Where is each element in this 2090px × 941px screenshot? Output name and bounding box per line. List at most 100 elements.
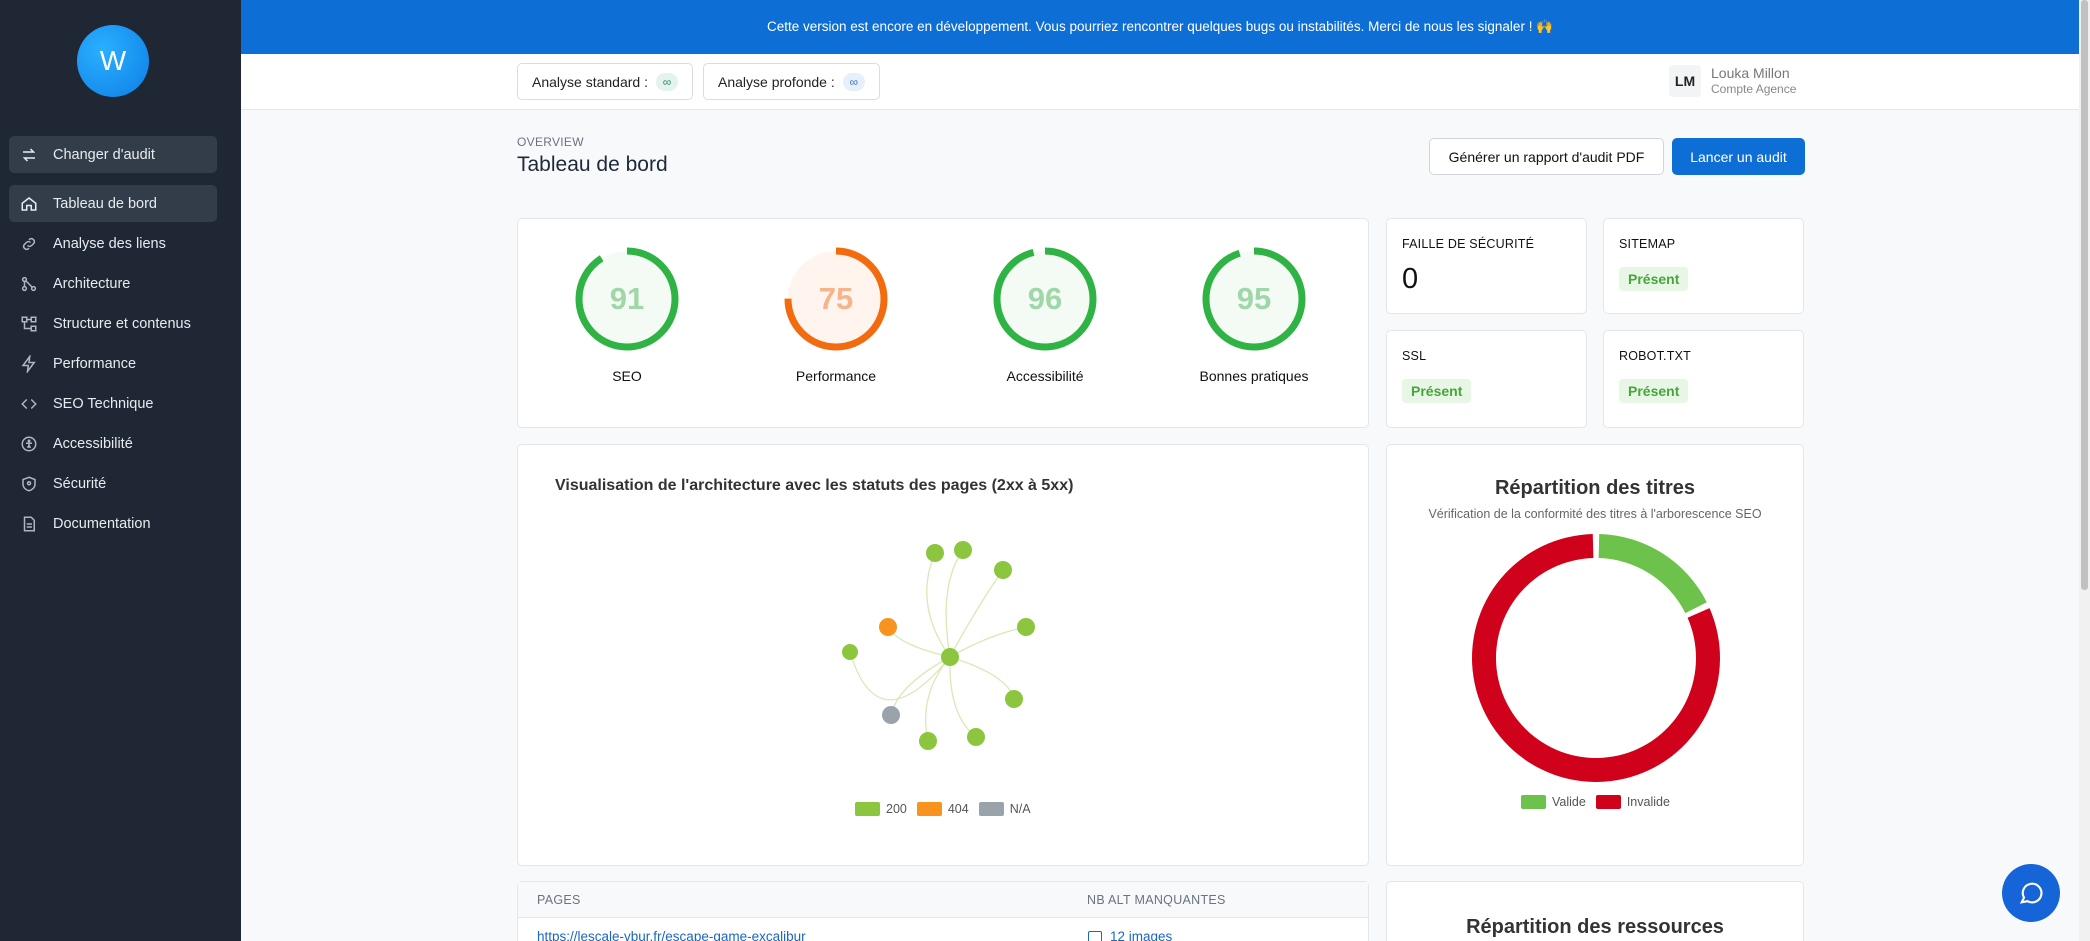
- sidebar-item-security[interactable]: Sécurité: [9, 465, 217, 502]
- titles-chart-subtitle: Vérification de la conformité des titres…: [1428, 507, 1762, 521]
- page-overline: OVERVIEW: [517, 135, 584, 149]
- robot-card: ROBOT.TXT Présent: [1603, 330, 1804, 428]
- resources-title: Répartition des ressources: [1466, 916, 1724, 938]
- sidebar-item-performance[interactable]: Performance: [9, 345, 217, 382]
- legend-swatch: [1521, 795, 1546, 809]
- graph-node[interactable]: [1005, 690, 1023, 708]
- missing-alt-table: PAGES NB ALT MANQUANTES https://lescale-…: [517, 881, 1369, 941]
- sidebar-item-dashboard[interactable]: Tableau de bord: [9, 185, 217, 222]
- page-url-link[interactable]: https://lescale-vbur.fr/escape-game-exca…: [537, 929, 806, 941]
- status-badge: Présent: [1402, 379, 1472, 403]
- scores-card: 91 SEO 75 Performance 96 Accessibilité 9…: [517, 218, 1369, 428]
- generate-pdf-button[interactable]: Générer un rapport d'audit PDF: [1429, 138, 1664, 175]
- user-menu[interactable]: LM Louka Millon Compte Agence: [1669, 65, 1796, 97]
- robot-label: ROBOT.TXT: [1619, 349, 1691, 363]
- score-label: Performance: [795, 368, 877, 384]
- score-ring-best-practices: 95: [1202, 247, 1306, 351]
- deep-analysis-quota[interactable]: Analyse profonde : ∞: [703, 63, 880, 100]
- score-seo: 91 SEO: [572, 244, 682, 384]
- graph-node-root[interactable]: [941, 648, 959, 666]
- launch-audit-button[interactable]: Lancer un audit: [1672, 138, 1805, 175]
- score-ring-background: [1206, 251, 1302, 347]
- legend-label: Invalide: [1626, 795, 1670, 809]
- missing-alt-value: 12 images: [1110, 929, 1173, 941]
- sidebar-item-label: Tableau de bord: [53, 195, 157, 212]
- user-role: Compte Agence: [1711, 82, 1797, 96]
- donut-slice-valide[interactable]: [1598, 534, 1707, 614]
- legend-item-200: 200: [855, 802, 907, 816]
- banner-text: Cette version est encore en développemen…: [767, 19, 1553, 34]
- ssl-label: SSL: [1402, 349, 1427, 363]
- avatar: LM: [1669, 65, 1701, 97]
- architecture-legend: 200 404 N/A: [855, 802, 1041, 816]
- sidebar-item-label: Sécurité: [53, 475, 107, 492]
- score-ring-background: [788, 251, 884, 347]
- architecture-icon: [21, 275, 43, 293]
- sidebar-item-label: SEO Technique: [53, 395, 154, 412]
- sitemap-label: SITEMAP: [1619, 237, 1676, 251]
- score-best-practices: 95 Bonnes pratiques: [1199, 244, 1309, 384]
- graph-node-404[interactable]: [879, 618, 897, 636]
- chat-icon: [2019, 882, 2043, 904]
- deep-analysis-label: Analyse profonde :: [718, 73, 835, 90]
- score-value: 95: [1237, 281, 1271, 316]
- status-badge: Présent: [1619, 379, 1689, 403]
- legend-item-na: N/A: [978, 802, 1031, 816]
- score-ring-arc: [1202, 247, 1306, 351]
- switch-audit-button[interactable]: Changer d'audit: [9, 136, 217, 173]
- score-ring-seo: 91: [575, 247, 679, 351]
- sidebar-item-label: Performance: [53, 355, 137, 372]
- graph-node[interactable]: [954, 541, 972, 559]
- sidebar-item-seo-technique[interactable]: SEO Technique: [9, 385, 217, 422]
- score-ring-background: [579, 251, 675, 347]
- shield-icon: [22, 475, 43, 493]
- table-header: PAGES NB ALT MANQUANTES: [518, 882, 1368, 918]
- sidebar-item-architecture[interactable]: Architecture: [9, 265, 217, 302]
- status-badge: Présent: [1619, 267, 1689, 291]
- support-chat-button[interactable]: [2002, 864, 2060, 922]
- architecture-graph[interactable]: [778, 535, 1078, 765]
- security-label: FAILLE DE SÉCURITÉ: [1402, 237, 1535, 251]
- column-pages: PAGES: [537, 893, 581, 907]
- graph-node-na[interactable]: [882, 706, 900, 724]
- graph-node[interactable]: [926, 544, 944, 562]
- sidebar-item-links[interactable]: Analyse des liens: [9, 225, 217, 262]
- graph-node[interactable]: [1017, 618, 1035, 636]
- score-accessibility: 96 Accessibilité: [990, 244, 1100, 384]
- page-title: Tableau de bord: [517, 153, 668, 176]
- user-name: Louka Millon: [1711, 65, 1790, 81]
- accessibility-icon: [21, 435, 43, 453]
- score-value: 91: [610, 281, 644, 316]
- architecture-card: Visualisation de l'architecture avec les…: [517, 444, 1369, 866]
- legend-swatch: [916, 802, 942, 816]
- graph-node[interactable]: [919, 732, 937, 750]
- column-missing-alt: NB ALT MANQUANTES: [1087, 893, 1226, 907]
- sidebar-item-accessibility[interactable]: Accessibilité: [9, 425, 217, 462]
- standard-analysis-value: ∞: [655, 72, 678, 91]
- titles-chart-title: Répartition des titres: [1494, 477, 1696, 499]
- logo[interactable]: W: [77, 25, 149, 97]
- titles-donut-chart[interactable]: [1469, 531, 1723, 785]
- legend-swatch: [855, 802, 880, 816]
- security-card: FAILLE DE SÉCURITÉ 0: [1386, 218, 1587, 314]
- sidebar-item-label: Documentation: [53, 515, 151, 532]
- score-ring-arc: [993, 247, 1097, 351]
- graph-node[interactable]: [994, 561, 1012, 579]
- missing-alt-count[interactable]: 12 images: [1088, 929, 1172, 941]
- logo-letter: W: [99, 45, 127, 76]
- top-header: Analyse standard : ∞ Analyse profonde : …: [241, 54, 2079, 110]
- sidebar-item-structure[interactable]: Structure et contenus: [9, 305, 217, 342]
- standard-analysis-quota[interactable]: Analyse standard : ∞: [517, 63, 693, 100]
- graph-node[interactable]: [842, 644, 858, 660]
- image-scan-icon: [1088, 930, 1102, 941]
- sidebar-item-documentation[interactable]: Documentation: [9, 505, 217, 542]
- link-icon: [22, 235, 43, 253]
- scrollbar-thumb[interactable]: [2081, 0, 2088, 590]
- bolt-icon: [21, 354, 43, 373]
- architecture-title: Visualisation de l'architecture avec les…: [555, 477, 1074, 494]
- switch-audit-label: Changer d'audit: [53, 146, 155, 163]
- legend-item-valide: Valide: [1521, 795, 1586, 809]
- sidebar-item-label: Structure et contenus: [53, 315, 191, 332]
- legend-item-404: 404: [916, 802, 969, 816]
- graph-node[interactable]: [967, 728, 985, 746]
